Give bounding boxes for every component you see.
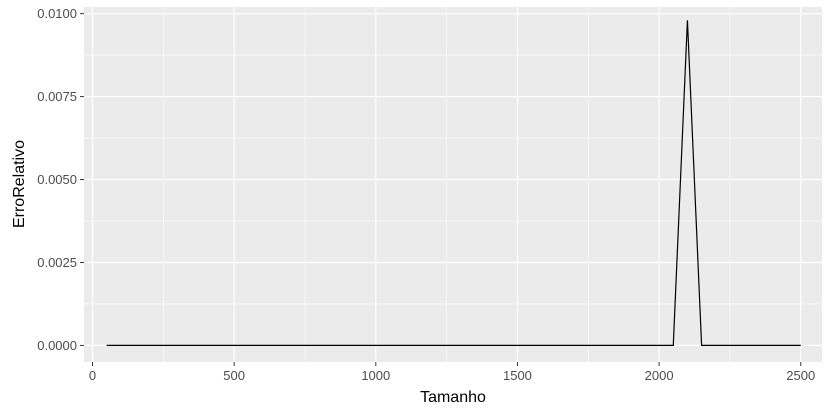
x-tick-label: 500 — [223, 368, 245, 383]
y-axis: 0.0000 0.0025 0.0050 0.0075 0.0100 — [37, 6, 84, 353]
y-tick-label: 0.0025 — [37, 255, 77, 270]
x-tick-label: 1500 — [503, 368, 532, 383]
x-tick-label: 2000 — [645, 368, 674, 383]
plot-panel — [84, 7, 822, 362]
x-tick-label: 1000 — [361, 368, 390, 383]
x-tick-label: 0 — [89, 368, 96, 383]
y-tick-label: 0.0050 — [37, 172, 77, 187]
x-tick-label: 2500 — [786, 368, 815, 383]
y-axis-title: ErroRelativo — [11, 140, 28, 228]
y-tick-label: 0.0100 — [37, 6, 77, 21]
x-axis: 0 500 1000 1500 2000 2500 — [89, 362, 815, 383]
y-tick-label: 0.0000 — [37, 338, 77, 353]
x-axis-title: Tamanho — [420, 389, 486, 406]
data-line — [106, 20, 801, 347]
minor-gridlines — [84, 7, 822, 362]
y-tick-label: 0.0075 — [37, 89, 77, 104]
major-gridlines — [84, 7, 822, 362]
